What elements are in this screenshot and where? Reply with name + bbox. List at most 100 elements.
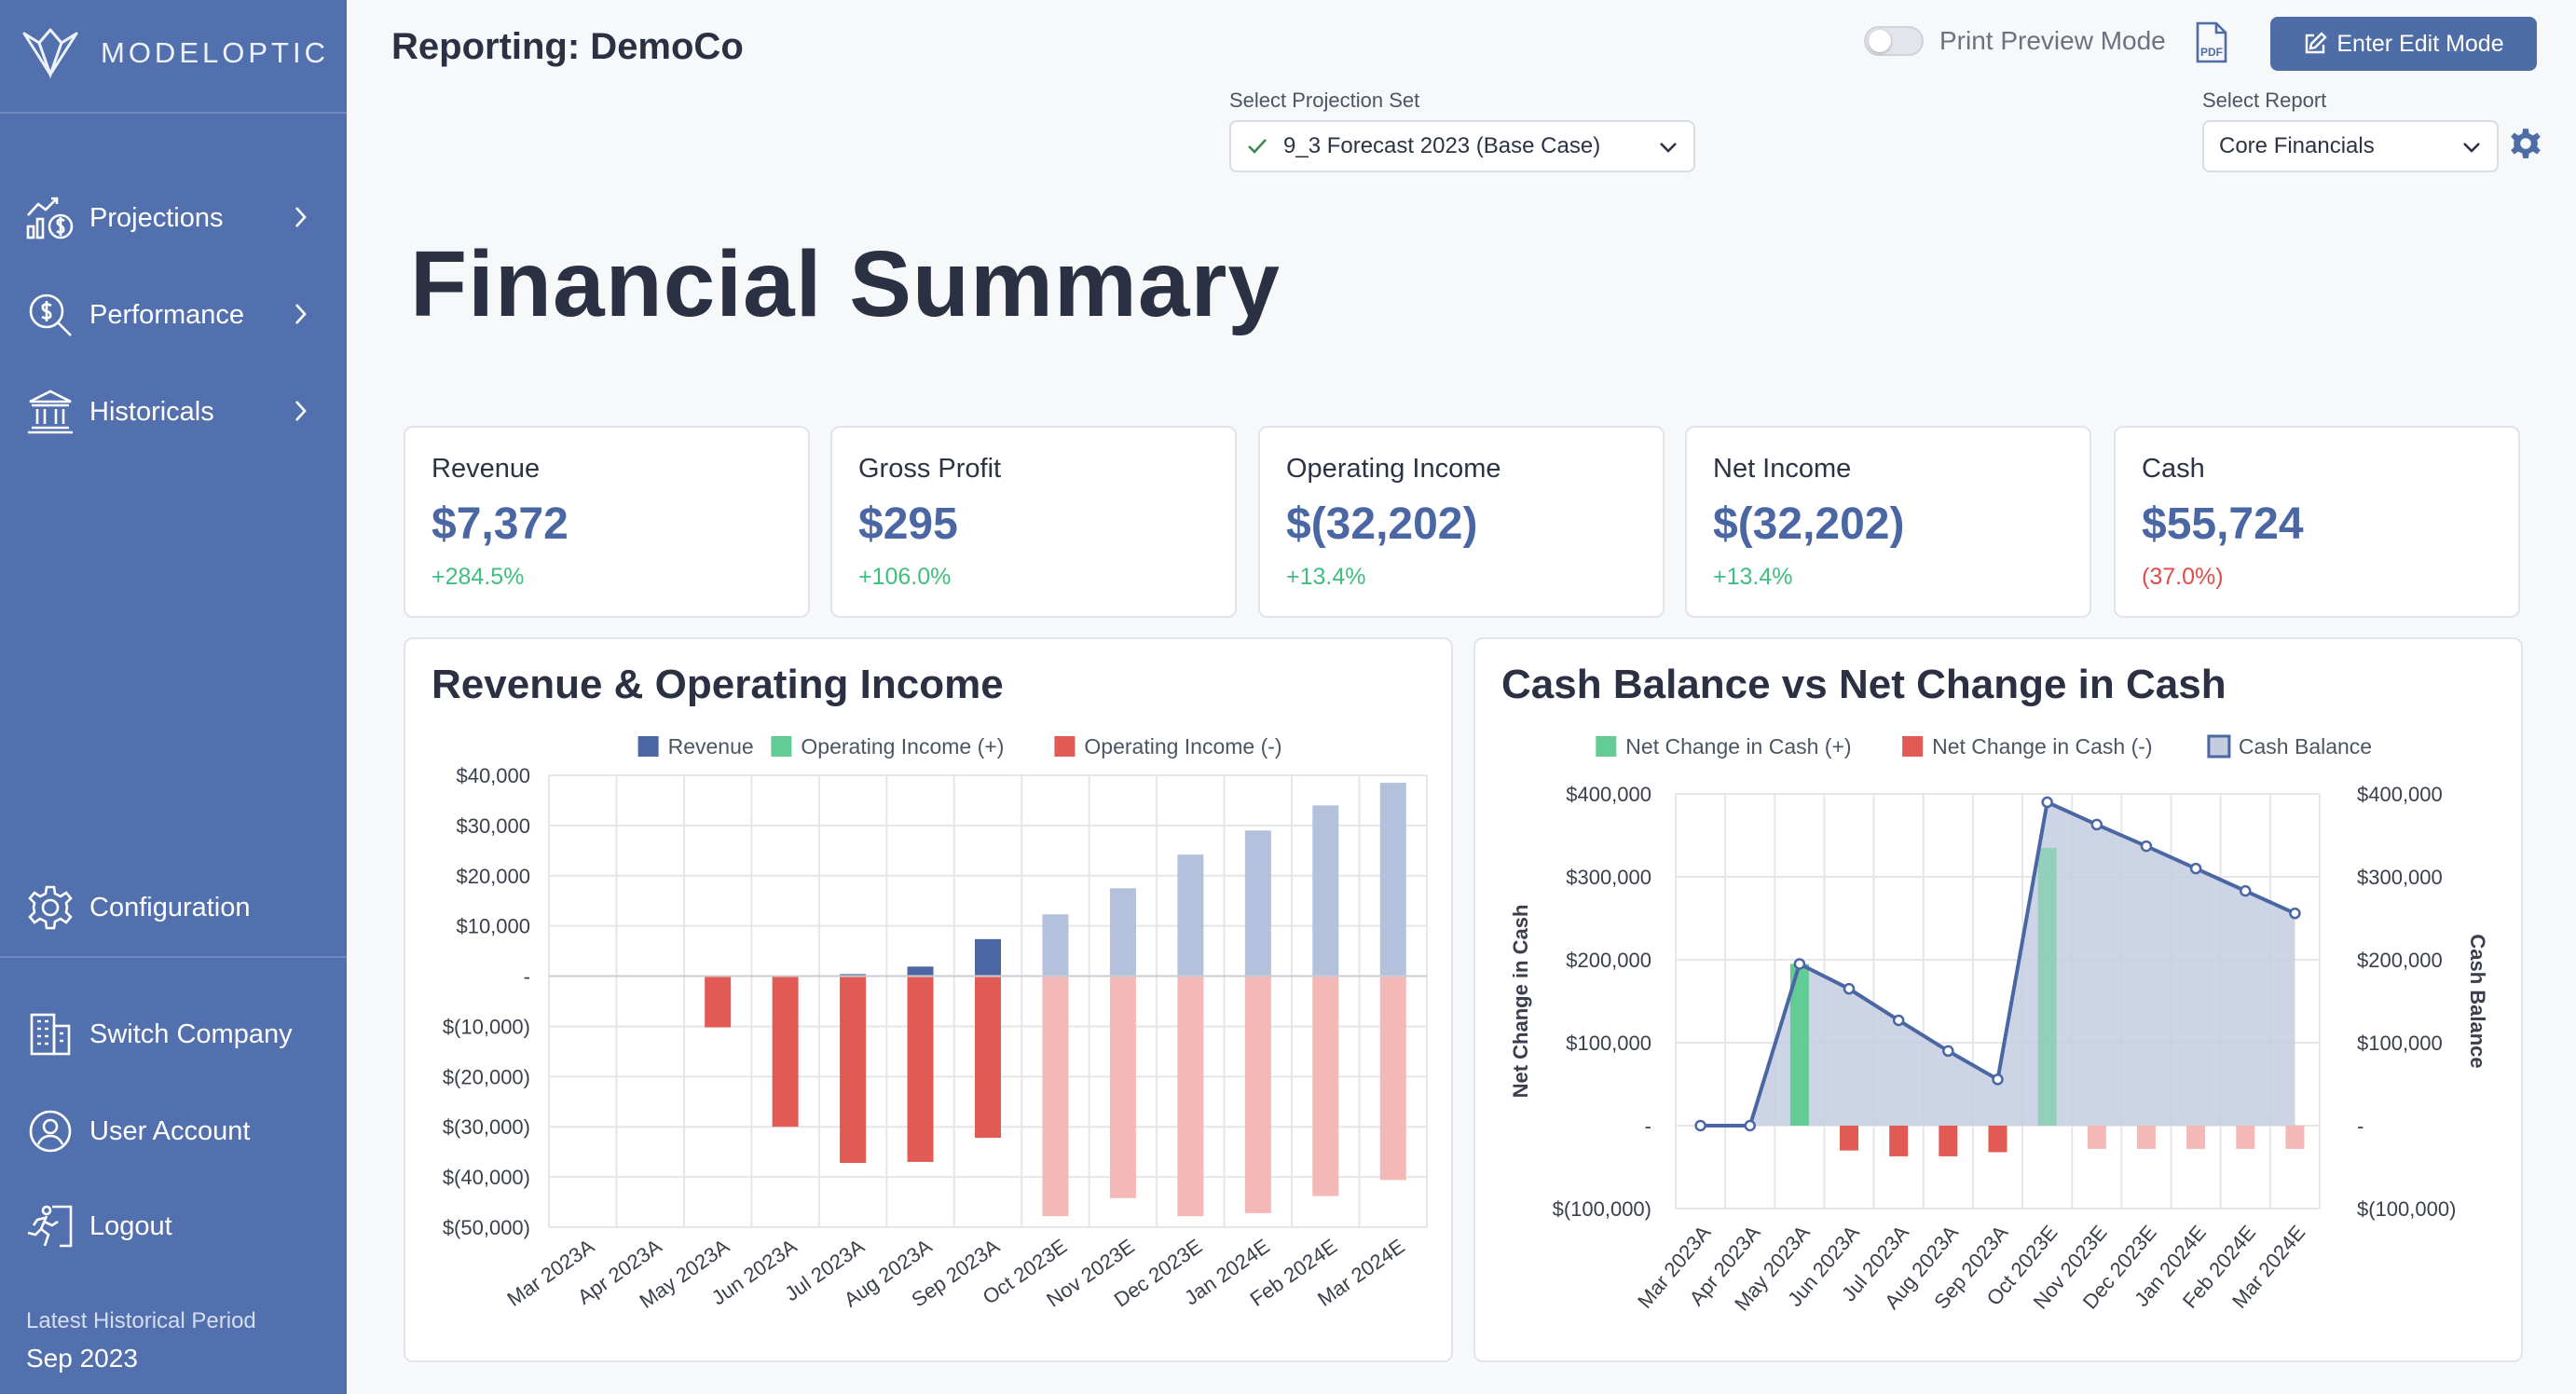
y-axis-label: Net Change in Cash: [1509, 905, 1532, 1099]
report-settings-gear-icon[interactable]: [2509, 127, 2542, 165]
brand-logo[interactable]: MODELOPTIC: [21, 26, 329, 80]
sidebar: MODELOPTIC Projections Performance: [0, 0, 347, 1394]
y-tick-label: $100,000: [1566, 1032, 1651, 1055]
gear-icon: [24, 882, 76, 934]
operating-income-bar: [1177, 976, 1204, 1217]
operating-income-bar: [1312, 976, 1339, 1196]
y2-tick-label: $100,000: [2357, 1032, 2443, 1055]
operating-income-bar: [1109, 976, 1136, 1198]
y-tick-label: $(20,000): [443, 1065, 530, 1088]
projection-set-select[interactable]: 9_3 Forecast 2023 (Base Case): [1229, 120, 1695, 172]
sidebar-item-switch-company[interactable]: Switch Company: [24, 1004, 328, 1064]
sidebar-item-label: Logout: [89, 1210, 172, 1241]
projection-set-value: 9_3 Forecast 2023 (Base Case): [1283, 133, 1601, 158]
chevron-right-icon: [295, 304, 307, 324]
kpi-card-net-income[interactable]: Net Income $(32,202) +13.4%: [1685, 426, 2091, 618]
sidebar-item-historicals[interactable]: Historicals: [24, 382, 328, 442]
net-change-bar: [2037, 847, 2057, 1126]
latest-historical-label: Latest Historical Period: [26, 1308, 256, 1333]
net-change-bar: [2285, 1126, 2305, 1149]
y-tick-label: $200,000: [1566, 949, 1651, 972]
y2-tick-label: -: [2357, 1114, 2364, 1138]
chevron-down-icon: [1660, 143, 1677, 153]
cash-balance-point: [1942, 1045, 1954, 1058]
cash-balance-point: [1992, 1073, 2004, 1086]
legend-swatch: [1054, 736, 1076, 757]
kpi-value: $(32,202): [1713, 499, 1905, 549]
kpi-value: $55,724: [2142, 499, 2304, 549]
chevron-down-icon: [2463, 143, 2480, 153]
operating-income-bar: [705, 976, 732, 1028]
kpi-label: Revenue: [432, 454, 541, 484]
cash-balance-point: [2240, 884, 2252, 897]
kpi-label: Gross Profit: [858, 454, 1002, 484]
y2-tick-label: $300,000: [2357, 866, 2443, 889]
kpi-card-operating-income[interactable]: Operating Income $(32,202) +13.4%: [1258, 426, 1665, 618]
net-change-bar: [2236, 1126, 2255, 1149]
enter-edit-mode-button[interactable]: Enter Edit Mode: [2270, 17, 2537, 71]
net-change-bar: [2136, 1126, 2156, 1149]
sidebar-item-label: Performance: [89, 299, 245, 330]
revenue-bar: [975, 938, 1001, 977]
revenue-bar: [840, 974, 867, 977]
cash-balance-point: [1843, 982, 1856, 995]
report-value: Core Financials: [2219, 133, 2375, 158]
net-change-bar: [1988, 1126, 2007, 1153]
chevron-right-icon: [295, 207, 307, 227]
legend-swatch: [1902, 736, 1924, 757]
operating-income-bar: [840, 976, 867, 1164]
kpi-value: $(32,202): [1286, 499, 1478, 549]
sidebar-divider: [0, 112, 347, 114]
legend-label: Operating Income (+): [801, 734, 1004, 758]
bank-building-icon: [24, 386, 76, 438]
sidebar-item-projections[interactable]: Projections: [24, 188, 328, 248]
y-tick-label: $30,000: [456, 814, 530, 838]
sidebar-item-logout[interactable]: Logout: [24, 1196, 328, 1256]
kpi-change: +284.5%: [432, 564, 525, 590]
cash-balance-point: [2140, 840, 2153, 853]
page-title: Financial Summary: [410, 232, 1281, 336]
y2-axis-label: Cash Balance: [2466, 934, 2489, 1068]
legend-swatch: [637, 736, 659, 757]
sidebar-item-user-account[interactable]: User Account: [24, 1101, 328, 1161]
sidebar-item-label: Historicals: [89, 396, 214, 427]
report-select[interactable]: Core Financials: [2202, 120, 2499, 172]
cash-balance-point: [2189, 862, 2202, 875]
pdf-file-icon[interactable]: PDF: [2192, 20, 2233, 70]
legend-label: Net Change in Cash (-): [1932, 734, 2153, 758]
kpi-card-revenue[interactable]: Revenue $7,372 +284.5%: [404, 426, 810, 618]
office-building-icon: [24, 1008, 76, 1060]
sidebar-item-configuration[interactable]: Configuration: [24, 878, 328, 937]
chevron-right-icon: [295, 401, 307, 421]
revenue-bar: [907, 966, 934, 977]
sidebar-item-label: User Account: [89, 1115, 251, 1146]
legend-swatch: [2207, 734, 2231, 758]
kpi-card-cash[interactable]: Cash $55,724 (37.0%): [2114, 426, 2520, 618]
legend-swatch: [771, 736, 792, 757]
revenue-bar: [1244, 830, 1271, 977]
cash-balance-point: [1694, 1119, 1706, 1132]
y-tick-label: $(100,000): [1553, 1197, 1651, 1221]
operating-income-bar: [772, 976, 799, 1128]
revenue-bar: [1177, 854, 1204, 977]
cash-balance-point: [1892, 1014, 1905, 1027]
projection-set-label: Select Projection Set: [1229, 89, 1420, 112]
modeloptic-logo-icon: [22, 28, 78, 79]
print-preview-toggle[interactable]: [1864, 26, 1924, 56]
net-change-bar: [1889, 1126, 1909, 1156]
kpi-value: $7,372: [432, 499, 569, 549]
cash-balance-chart: Net Change in Cash (+) Net Change in Cash…: [1509, 734, 2489, 1315]
operating-income-bar: [1379, 976, 1406, 1181]
net-change-bar: [2186, 1126, 2206, 1149]
sidebar-item-label: Switch Company: [89, 1018, 293, 1049]
y-tick-label: $(30,000): [443, 1115, 530, 1139]
sidebar-item-performance[interactable]: Performance: [24, 285, 328, 345]
kpi-change: +13.4%: [1713, 564, 1793, 590]
kpi-card-gross-profit[interactable]: Gross Profit $295 +106.0%: [830, 426, 1237, 618]
legend-swatch: [1596, 736, 1617, 757]
edit-button-label: Enter Edit Mode: [2336, 30, 2504, 57]
revenue-bar: [1042, 914, 1069, 977]
cash-balance-point: [1793, 958, 1806, 970]
svg-text:PDF: PDF: [2200, 46, 2223, 59]
net-change-bar: [1789, 964, 1809, 1126]
